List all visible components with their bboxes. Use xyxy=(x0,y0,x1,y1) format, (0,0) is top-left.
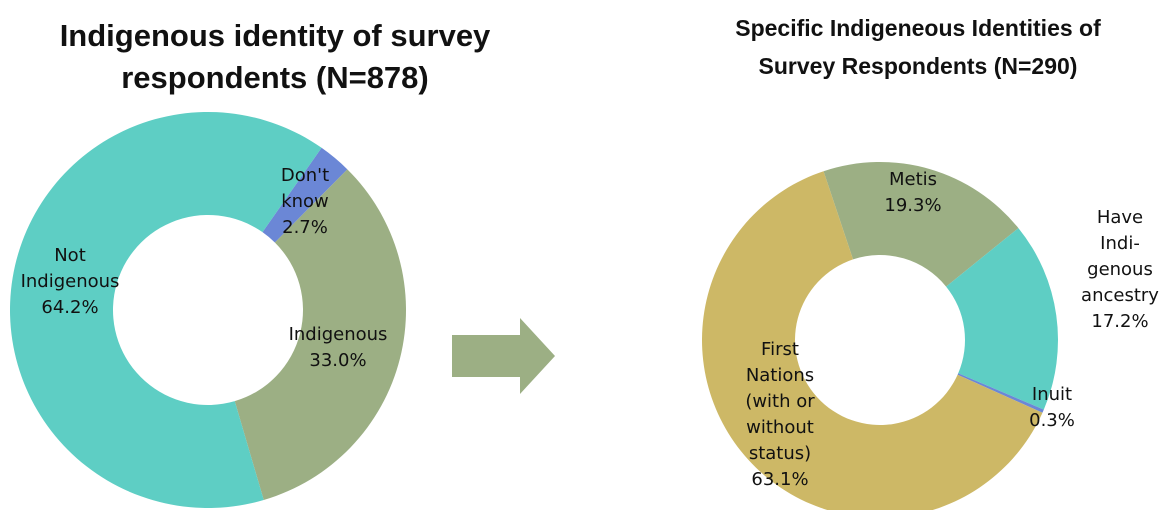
slice-label: Don't know xyxy=(281,165,329,212)
value-label: 63.1% xyxy=(751,469,808,490)
donut-slice xyxy=(957,373,1044,413)
donut-slice xyxy=(946,228,1058,410)
value-label: 33.0% xyxy=(309,350,366,371)
donut-slice xyxy=(262,147,348,243)
value-label: 19.3% xyxy=(884,195,941,216)
slice-label: Indigenous xyxy=(289,324,388,345)
donut-slice xyxy=(823,162,1019,287)
chart-title: Specific Indigeneous Identities of Survey… xyxy=(735,15,1101,79)
slice-label: Inuit xyxy=(1032,384,1072,405)
value-label: 17.2% xyxy=(1091,311,1148,332)
value-label: 2.7% xyxy=(282,217,328,238)
arrow xyxy=(452,318,555,394)
donut-slice xyxy=(702,171,1043,510)
slice-label: Not Indigenous xyxy=(21,245,120,292)
donut-slice xyxy=(234,169,406,500)
value-label: 64.2% xyxy=(41,297,98,318)
value-label: 0.3% xyxy=(1029,410,1075,431)
slice-label: Have Indi-genous ancestry xyxy=(1081,207,1159,306)
donut-slice xyxy=(9,111,322,508)
chart-title: Indigenous identity of survey respondents… xyxy=(60,18,491,95)
slice-label: First Nations (with or without status) xyxy=(745,339,815,464)
slice-label: Metis xyxy=(889,169,937,190)
